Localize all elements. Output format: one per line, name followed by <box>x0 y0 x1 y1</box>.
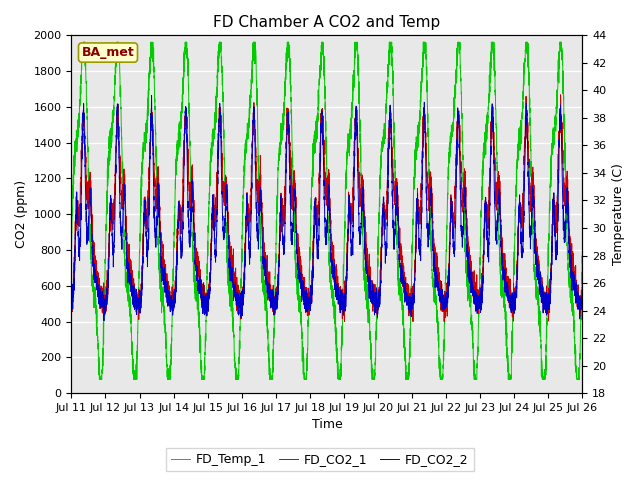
FD_CO2_1 <box>557 92 564 97</box>
Y-axis label: Temperature (C): Temperature (C) <box>612 163 625 265</box>
FD_CO2_2 <box>161 279 168 285</box>
FD_Temp_1 <box>79 39 87 45</box>
FD_CO2_2 <box>488 111 495 117</box>
FD_CO2_1 <box>449 214 457 219</box>
FD_CO2_2 <box>148 93 156 98</box>
Line: FD_Temp_1: FD_Temp_1 <box>72 42 582 379</box>
Text: BA_met: BA_met <box>82 46 134 59</box>
FD_CO2_2 <box>579 307 586 312</box>
FD_CO2_2 <box>100 318 108 324</box>
FD_Temp_1 <box>449 129 457 134</box>
FD_Temp_1 <box>488 42 495 48</box>
FD_CO2_2 <box>263 280 271 286</box>
Line: FD_CO2_2: FD_CO2_2 <box>72 96 582 321</box>
FD_CO2_1 <box>579 305 586 311</box>
FD_Temp_1 <box>374 233 382 239</box>
FD_CO2_1 <box>374 298 382 304</box>
FD_CO2_1 <box>68 287 76 293</box>
FD_CO2_2 <box>374 300 382 305</box>
FD_Temp_1 <box>579 253 586 259</box>
Line: FD_CO2_1: FD_CO2_1 <box>72 95 582 322</box>
Y-axis label: CO2 (ppm): CO2 (ppm) <box>15 180 28 248</box>
FD_CO2_1 <box>263 280 271 286</box>
FD_Temp_1 <box>400 326 408 332</box>
FD_CO2_1 <box>400 275 408 281</box>
FD_CO2_2 <box>449 227 457 233</box>
FD_CO2_1 <box>161 277 168 283</box>
FD_CO2_1 <box>488 112 495 118</box>
X-axis label: Time: Time <box>312 419 342 432</box>
FD_Temp_1 <box>263 323 271 329</box>
FD_CO2_2 <box>400 282 408 288</box>
FD_CO2_1 <box>340 319 348 324</box>
FD_Temp_1 <box>95 376 103 382</box>
Title: FD Chamber A CO2 and Temp: FD Chamber A CO2 and Temp <box>213 15 440 30</box>
FD_Temp_1 <box>68 251 76 256</box>
Legend: FD_Temp_1, FD_CO2_1, FD_CO2_2: FD_Temp_1, FD_CO2_1, FD_CO2_2 <box>166 448 474 471</box>
FD_CO2_2 <box>68 300 76 305</box>
FD_Temp_1 <box>161 315 168 321</box>
